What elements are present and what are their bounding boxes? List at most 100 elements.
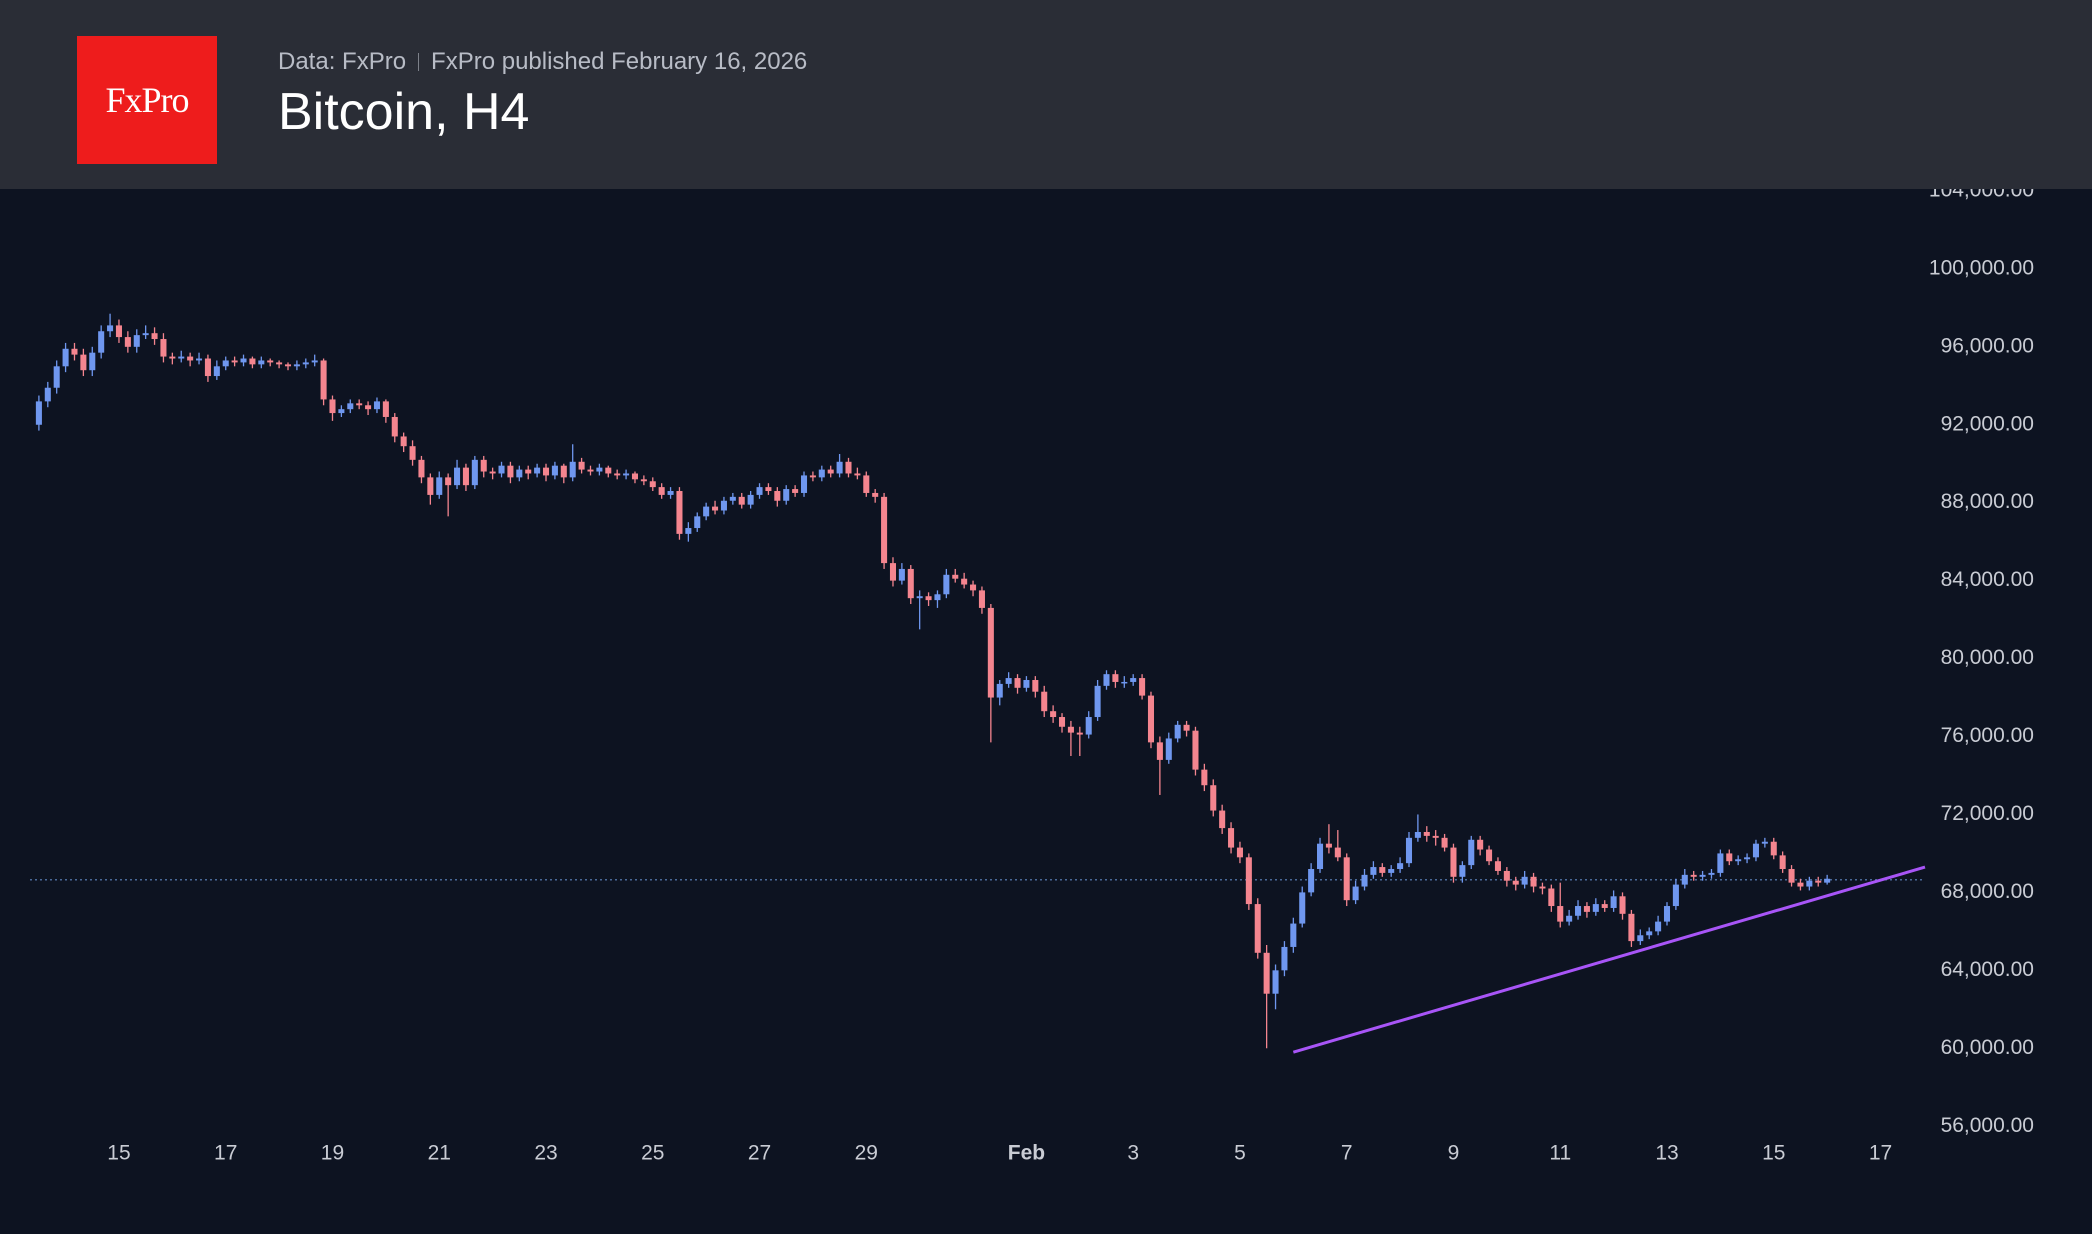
candle-body (747, 494, 754, 505)
candle-body (338, 409, 345, 414)
candle-body (1512, 880, 1519, 885)
candle-body (1085, 717, 1092, 735)
candle-body (1343, 857, 1350, 901)
candle-body (347, 403, 354, 410)
candle-body (738, 496, 745, 505)
candle-body (498, 465, 505, 474)
candle-body (196, 358, 203, 361)
candle-body (845, 461, 852, 474)
candle-body (1032, 680, 1039, 692)
candle-body (1583, 906, 1590, 912)
candle-body (89, 352, 96, 371)
candle-body (916, 596, 923, 599)
candle-body (1201, 769, 1208, 786)
y-tick-label: 60,000.00 (1941, 1036, 2034, 1059)
candle-body (1174, 724, 1181, 739)
chart-title: Bitcoin, H4 (278, 83, 530, 141)
candle-body (534, 467, 541, 474)
candle-body (720, 500, 727, 511)
candle-body (614, 473, 621, 476)
candle-body (1432, 835, 1439, 838)
candle-body (258, 360, 265, 365)
candle-body (1192, 730, 1199, 770)
candle-body (142, 333, 149, 336)
candle-body (1797, 882, 1804, 887)
candle-body (213, 366, 220, 377)
candle-body (1726, 853, 1733, 862)
candle-body (1619, 896, 1626, 914)
candle-body (1539, 886, 1546, 889)
candle-body (1637, 935, 1644, 942)
candle-body (631, 473, 639, 480)
candle-body (427, 477, 434, 495)
y-tick-label: 80,000.00 (1941, 646, 2034, 669)
candle-body (1646, 931, 1653, 936)
candle-body (516, 469, 523, 478)
candle-body (382, 401, 389, 417)
candle-body (1112, 674, 1119, 682)
candle-body (1058, 717, 1066, 727)
candle-body (1041, 691, 1048, 712)
candle-body (783, 489, 790, 501)
candle-body (1281, 946, 1288, 971)
candle-body (1824, 878, 1831, 883)
candle-body (596, 467, 603, 472)
candle-body (1494, 861, 1501, 871)
candle-body (151, 333, 158, 340)
candle-body (898, 568, 905, 581)
candle-body (1334, 847, 1341, 858)
candle-body (800, 475, 808, 493)
candle-body (107, 325, 114, 332)
x-tick-label: Feb (1008, 1142, 1045, 1165)
candle-body (1699, 874, 1706, 877)
candle-body (1023, 680, 1030, 688)
candle-body (454, 467, 461, 486)
candle-body (1352, 886, 1359, 901)
candle-body (1503, 870, 1510, 881)
candle-body (1788, 869, 1795, 883)
candle-body (712, 506, 719, 511)
candle-body (71, 348, 78, 355)
candle-body (587, 469, 594, 472)
candle-body (987, 607, 994, 698)
candle-body (80, 354, 87, 371)
candle-body (1592, 904, 1599, 912)
candle-body (1601, 904, 1608, 908)
candle-body (329, 399, 336, 414)
candle-body (1708, 872, 1715, 875)
candle-body (881, 496, 888, 564)
candle-body (365, 405, 372, 410)
candle-body (53, 366, 60, 388)
candle-body (685, 528, 692, 534)
y-tick-label: 100,000.00 (1929, 256, 2034, 279)
source-line: Data: FxPro FxPro published February 16, … (278, 48, 807, 76)
candle-body (1530, 876, 1537, 887)
candle-body (961, 578, 968, 585)
candle-body (436, 477, 443, 495)
candle-body (1165, 738, 1172, 760)
candle-body (542, 467, 550, 476)
candle-body (1361, 874, 1368, 887)
candle-body (1486, 849, 1493, 862)
candle-body (1156, 742, 1163, 760)
candle-body (774, 491, 781, 501)
candle-body (667, 491, 674, 495)
candle-body (169, 356, 176, 359)
candle-body (1076, 732, 1083, 735)
y-tick-label: 72,000.00 (1941, 802, 2034, 825)
candle-body (35, 401, 42, 425)
candle-body (1690, 874, 1697, 877)
candle-body (1744, 857, 1751, 860)
candle-body (1254, 904, 1261, 953)
candle-body (569, 461, 576, 478)
candle-body (1752, 843, 1759, 858)
candle-body (418, 459, 425, 478)
candle-body (160, 339, 167, 357)
candle-body (978, 590, 985, 608)
candle-body (1005, 678, 1012, 684)
x-tick-label: 7 (1341, 1142, 1353, 1165)
candle-body (1806, 880, 1813, 887)
candle-body (827, 469, 834, 474)
candle-body (551, 465, 558, 476)
candle-body (1672, 884, 1679, 907)
